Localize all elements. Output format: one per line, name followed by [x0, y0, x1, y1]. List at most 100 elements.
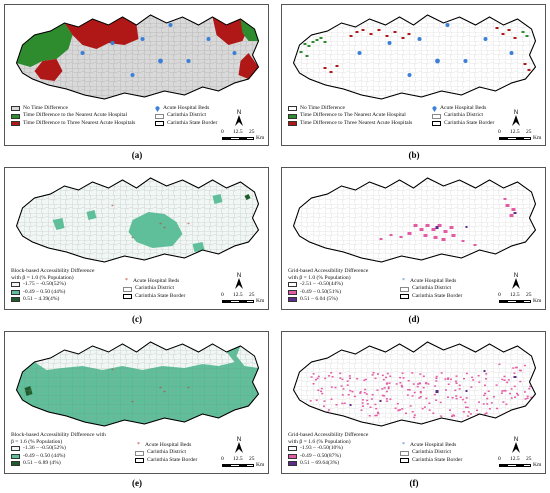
legend-swatch	[11, 461, 20, 467]
grid-cell	[413, 391, 416, 394]
grid-cell	[359, 392, 362, 394]
grid-cell	[386, 372, 389, 375]
grid-cell	[503, 379, 506, 381]
grid-cell	[394, 407, 397, 410]
legend-label: Carinthia District	[412, 285, 451, 292]
grid-cell	[432, 412, 435, 414]
district-swatch	[400, 286, 409, 292]
grid-cell	[346, 380, 349, 382]
grid-cell	[408, 389, 411, 391]
region-teal-east	[212, 194, 223, 204]
legend-e: Block-based Accessibility Difference wit…	[11, 432, 106, 467]
grid-cell	[386, 400, 389, 402]
grid-cell	[519, 380, 522, 383]
grid-cell	[454, 389, 457, 392]
legend-label: 0.51 – 4.39(4%)	[23, 296, 60, 302]
legend-title-line1: Grid-based Accessibility Difference	[288, 432, 369, 438]
grid-cell	[444, 378, 447, 380]
legend-b: No Time Difference Time Difference to Th…	[288, 105, 412, 127]
legend-a: No Time Difference Time Difference to th…	[11, 105, 135, 127]
grid-cell	[503, 390, 506, 392]
grid-cell	[369, 406, 372, 408]
border-swatch	[400, 458, 409, 464]
grid-cell	[312, 383, 315, 385]
legend-label: Acute Hospital Beds	[440, 105, 487, 111]
grid-cell	[459, 396, 462, 398]
grid-cell	[349, 389, 352, 392]
legend-label: -0.49 – 0.50 (44%)	[23, 288, 66, 295]
grid-cell	[381, 394, 384, 397]
grid-cell	[484, 416, 487, 419]
grid-cell	[528, 387, 531, 390]
hospital-stars-c: *****	[111, 205, 190, 242]
grid-cell	[360, 409, 363, 411]
grid-cell	[339, 372, 342, 375]
grid-cell	[496, 407, 498, 410]
grid-cell	[419, 382, 421, 385]
legend-swatch	[288, 282, 297, 288]
district-swatch	[135, 450, 144, 456]
grid-cell	[434, 385, 437, 387]
grid-cell	[366, 399, 369, 402]
grid-cell	[315, 399, 318, 401]
legend-f: Grid-based Accessibility Difference with…	[288, 432, 368, 467]
north-arrow: N	[509, 272, 523, 292]
grid-cell	[485, 378, 487, 380]
legend-label: Carinthia State Border	[412, 456, 463, 463]
legend-label: Time Difference to The Nearest Acute Hos…	[300, 112, 406, 119]
legend-label: -0.49 – 0.50 (44%)	[23, 452, 66, 459]
caption-f: (f)	[409, 478, 419, 488]
region-teal-west	[52, 218, 65, 230]
legend-label: Acute Hospital Beds	[410, 278, 457, 284]
grid-cell	[484, 392, 487, 395]
grid-cell	[327, 375, 330, 377]
grid-cell	[330, 386, 333, 388]
grid-cell	[490, 402, 493, 404]
legend-label: -2.51 – -0.50(44%)	[300, 281, 343, 288]
grid-cell	[482, 403, 485, 405]
legend-swatch	[11, 446, 20, 452]
scale-bar: 0 12.5 25 Km	[498, 456, 544, 468]
grid-cell	[526, 395, 529, 398]
grid-cell	[399, 409, 402, 411]
grid-cell	[419, 391, 422, 394]
north-arrow-icon: N	[235, 273, 243, 289]
grid-cell	[465, 372, 468, 375]
legend-label: -0.49 – 0.50(51%)	[300, 288, 342, 295]
grid-cell	[500, 392, 503, 394]
region-teal-se	[192, 242, 205, 252]
grid-cell	[423, 406, 426, 408]
grid-cell	[409, 405, 412, 407]
legend-label: Carinthia State Border	[135, 292, 186, 299]
grid-cell	[363, 379, 366, 381]
svg-text:*: *	[187, 223, 190, 228]
grid-cell	[514, 414, 517, 417]
grid-cell	[374, 377, 377, 380]
grid-cell	[452, 414, 455, 416]
grid-cell	[524, 398, 527, 400]
grid-cell	[326, 415, 329, 418]
map-c: *****	[16, 177, 259, 263]
district-swatch	[123, 286, 132, 292]
caption-a: (a)	[131, 150, 143, 160]
svg-text:*: *	[131, 401, 134, 406]
district-swatch	[432, 113, 441, 119]
grid-cell	[435, 380, 438, 382]
grid-cell	[327, 409, 330, 411]
scale-tick: 25	[526, 129, 532, 135]
grid-cell	[520, 369, 523, 372]
grid-cell	[458, 384, 461, 387]
grid-cell	[478, 401, 480, 403]
legend-label: Carinthia District	[167, 112, 206, 119]
svg-text:N: N	[237, 273, 241, 279]
grid-cell	[387, 386, 390, 388]
grid-cell	[477, 375, 480, 377]
grid-cell	[523, 364, 526, 367]
grid-cell	[362, 405, 364, 407]
svg-text:N: N	[514, 437, 518, 443]
grid-cell	[329, 416, 332, 419]
legend-d: Grid-based Accessibility Difference with…	[288, 268, 368, 303]
grid-cell	[417, 383, 420, 385]
grid-cell	[439, 401, 442, 404]
grid-cell	[492, 396, 495, 398]
